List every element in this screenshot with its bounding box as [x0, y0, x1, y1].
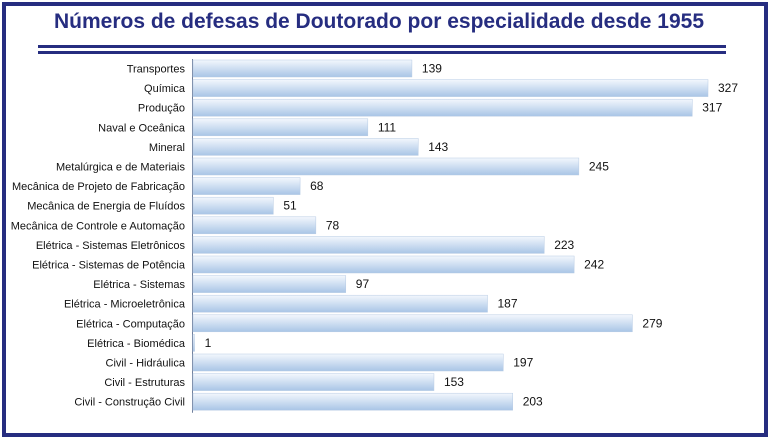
category-label: Civil - Estruturas — [104, 377, 185, 389]
value-label: 1 — [205, 336, 212, 350]
category-label: Elétrica - Sistemas Eletrônicos — [36, 240, 186, 252]
bar — [192, 314, 633, 333]
bar — [192, 392, 513, 411]
value-label: 242 — [584, 258, 604, 272]
value-label: 327 — [718, 81, 738, 95]
value-label: 51 — [283, 199, 297, 213]
bar — [192, 353, 504, 372]
value-label: 78 — [326, 218, 340, 232]
value-label: 153 — [444, 375, 464, 389]
value-label: 68 — [310, 179, 324, 193]
title-rule-top — [38, 45, 726, 48]
category-label: Elétrica - Computação — [76, 318, 185, 330]
bar — [192, 294, 488, 313]
bar — [192, 98, 693, 117]
value-label: 223 — [554, 238, 574, 252]
category-label: Transportes — [127, 64, 186, 76]
value-label: 245 — [589, 160, 609, 174]
value-label: 143 — [428, 140, 448, 154]
category-label: Mineral — [149, 142, 185, 154]
bar — [192, 177, 301, 195]
category-label: Elétrica - Sistemas de Potência — [32, 260, 186, 272]
category-label: Mecânica de Controle e Automação — [11, 220, 185, 232]
category-label: Química — [144, 83, 186, 95]
category-label: Metalúrgica e de Materiais — [56, 162, 186, 174]
bar — [192, 118, 369, 137]
category-label: Elétrica - Biomédica — [87, 338, 186, 350]
category-label: Civil - Construção Civil — [74, 397, 185, 409]
title-rule-bottom — [38, 51, 726, 54]
bar — [192, 275, 347, 293]
category-label: Naval e Oceânica — [98, 122, 186, 134]
bar — [192, 216, 317, 235]
bar — [192, 196, 274, 215]
category-label: Elétrica - Sistemas — [93, 279, 185, 291]
bar — [192, 138, 419, 156]
category-label: Produção — [138, 103, 185, 115]
bar — [192, 236, 545, 254]
bar — [192, 157, 580, 176]
value-label: 279 — [642, 316, 662, 330]
bar — [192, 334, 195, 352]
value-label: 317 — [702, 101, 722, 115]
bar — [192, 373, 435, 391]
value-label: 97 — [356, 277, 370, 291]
category-label: Mecânica de Energia de Fluídos — [27, 201, 185, 213]
value-label: 203 — [523, 395, 543, 409]
bar — [192, 59, 413, 78]
bar — [192, 79, 709, 97]
bar — [192, 255, 575, 274]
value-label: 187 — [498, 297, 518, 311]
category-label: Elétrica - Microeletrônica — [64, 299, 186, 311]
category-label: Civil - Hidráulica — [106, 358, 186, 370]
value-label: 111 — [378, 120, 397, 134]
value-label: 139 — [422, 62, 442, 76]
chart-title: Números de defesas de Doutorado por espe… — [53, 10, 705, 33]
category-label: Mecânica de Projeto de Fabricação — [12, 181, 185, 193]
value-label: 197 — [513, 356, 533, 370]
